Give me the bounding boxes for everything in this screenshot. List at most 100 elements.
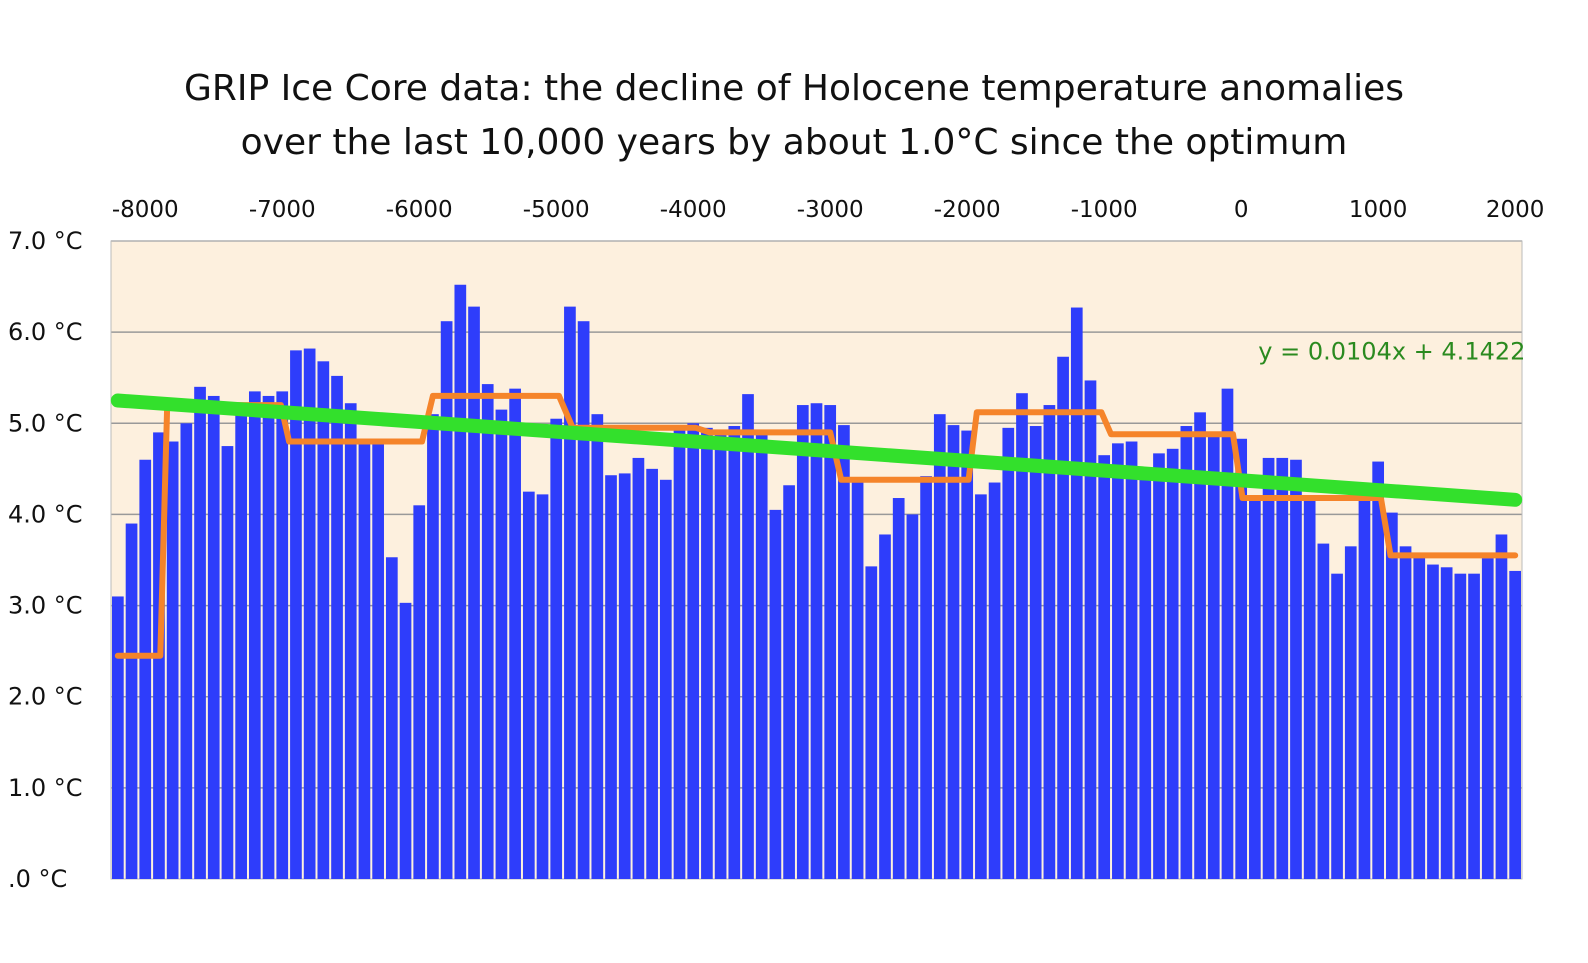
bar	[1112, 443, 1124, 879]
bar	[947, 425, 960, 879]
bar	[290, 350, 302, 879]
chart-title: GRIP Ice Core data: the decline of Holoc…	[183, 68, 1405, 109]
bar	[180, 423, 193, 879]
bar	[1098, 455, 1111, 879]
step-line	[114, 392, 1519, 659]
bar	[1468, 573, 1480, 879]
bar	[550, 418, 563, 879]
chart-subtitle: over the last 10,000 years by about 1.0°…	[240, 122, 1348, 163]
bar	[317, 361, 330, 879]
bar	[906, 514, 919, 879]
y-tick-label: 2.0 °C	[8, 683, 83, 711]
bar	[427, 414, 439, 879]
bar	[331, 375, 343, 879]
x-tick-label: 2000	[1486, 197, 1545, 223]
bar	[632, 457, 645, 879]
bar	[1029, 426, 1042, 879]
x-tick-label: -3000	[797, 197, 864, 223]
bar	[1016, 393, 1028, 879]
bar	[399, 602, 412, 879]
bar	[413, 505, 426, 879]
bar	[207, 395, 220, 879]
bar	[248, 391, 261, 879]
bar	[194, 386, 206, 879]
bar	[440, 321, 453, 880]
bar	[1386, 512, 1398, 879]
bar	[1440, 567, 1453, 879]
bar	[1358, 500, 1371, 879]
bar	[796, 405, 809, 879]
bar	[166, 441, 179, 879]
bar	[1427, 564, 1439, 879]
bar	[303, 348, 316, 879]
bar	[851, 479, 864, 879]
bar	[112, 596, 124, 879]
y-tick-label: 4.0 °C	[8, 500, 83, 528]
bar	[344, 403, 357, 879]
bar	[125, 523, 138, 879]
x-tick-label: -5000	[523, 197, 590, 223]
bar	[1331, 573, 1343, 879]
bar	[509, 388, 521, 879]
bar	[1153, 453, 1165, 879]
bar	[1207, 434, 1220, 879]
y-tick-label: .0 °C	[8, 865, 67, 893]
trendline	[110, 393, 1523, 507]
bar	[358, 438, 371, 879]
bar	[1057, 356, 1069, 879]
bar	[1262, 457, 1275, 879]
bar	[714, 430, 727, 879]
bar	[1495, 534, 1508, 879]
bar	[879, 534, 891, 879]
x-tick-label: 0	[1234, 197, 1249, 223]
bar	[1317, 543, 1330, 879]
bar	[221, 446, 234, 879]
bar	[372, 438, 384, 879]
bar	[454, 284, 467, 880]
x-tick-label: -7000	[249, 197, 316, 223]
bar	[742, 394, 754, 879]
x-tick-label: -6000	[386, 197, 453, 223]
bar	[1043, 405, 1056, 879]
bar	[1235, 438, 1248, 879]
x-tick-label: -2000	[934, 197, 1001, 223]
bar	[1002, 427, 1015, 879]
bar	[1399, 546, 1412, 879]
bar	[522, 491, 535, 879]
bar	[468, 306, 480, 879]
bar	[481, 384, 494, 879]
bar	[1344, 546, 1357, 879]
bar	[276, 391, 289, 879]
bar	[1372, 461, 1385, 879]
bar	[1509, 570, 1521, 879]
y-tick-label: 3.0 °C	[8, 592, 83, 620]
bar	[988, 482, 1001, 879]
bar	[536, 494, 549, 879]
bar	[591, 414, 604, 879]
bar	[892, 498, 905, 879]
bar	[1070, 307, 1083, 879]
bar	[1139, 468, 1152, 879]
bar	[824, 405, 837, 879]
bar	[1125, 441, 1138, 879]
bar	[728, 426, 741, 879]
trendline-equation-label: y = 0.0104x + 4.1422	[1258, 337, 1525, 365]
bar	[783, 485, 795, 879]
bar	[769, 509, 782, 879]
bar	[961, 430, 974, 879]
bar	[687, 423, 700, 879]
bar	[838, 425, 850, 879]
bar	[262, 395, 275, 879]
bar	[1276, 457, 1289, 879]
bar	[235, 405, 247, 879]
bar	[1084, 380, 1097, 879]
bar	[495, 409, 508, 879]
bar	[975, 494, 987, 879]
bar	[701, 427, 713, 879]
x-tick-label: -8000	[112, 197, 179, 223]
bar	[1303, 498, 1316, 879]
bar	[1290, 459, 1302, 879]
bar	[659, 479, 672, 879]
